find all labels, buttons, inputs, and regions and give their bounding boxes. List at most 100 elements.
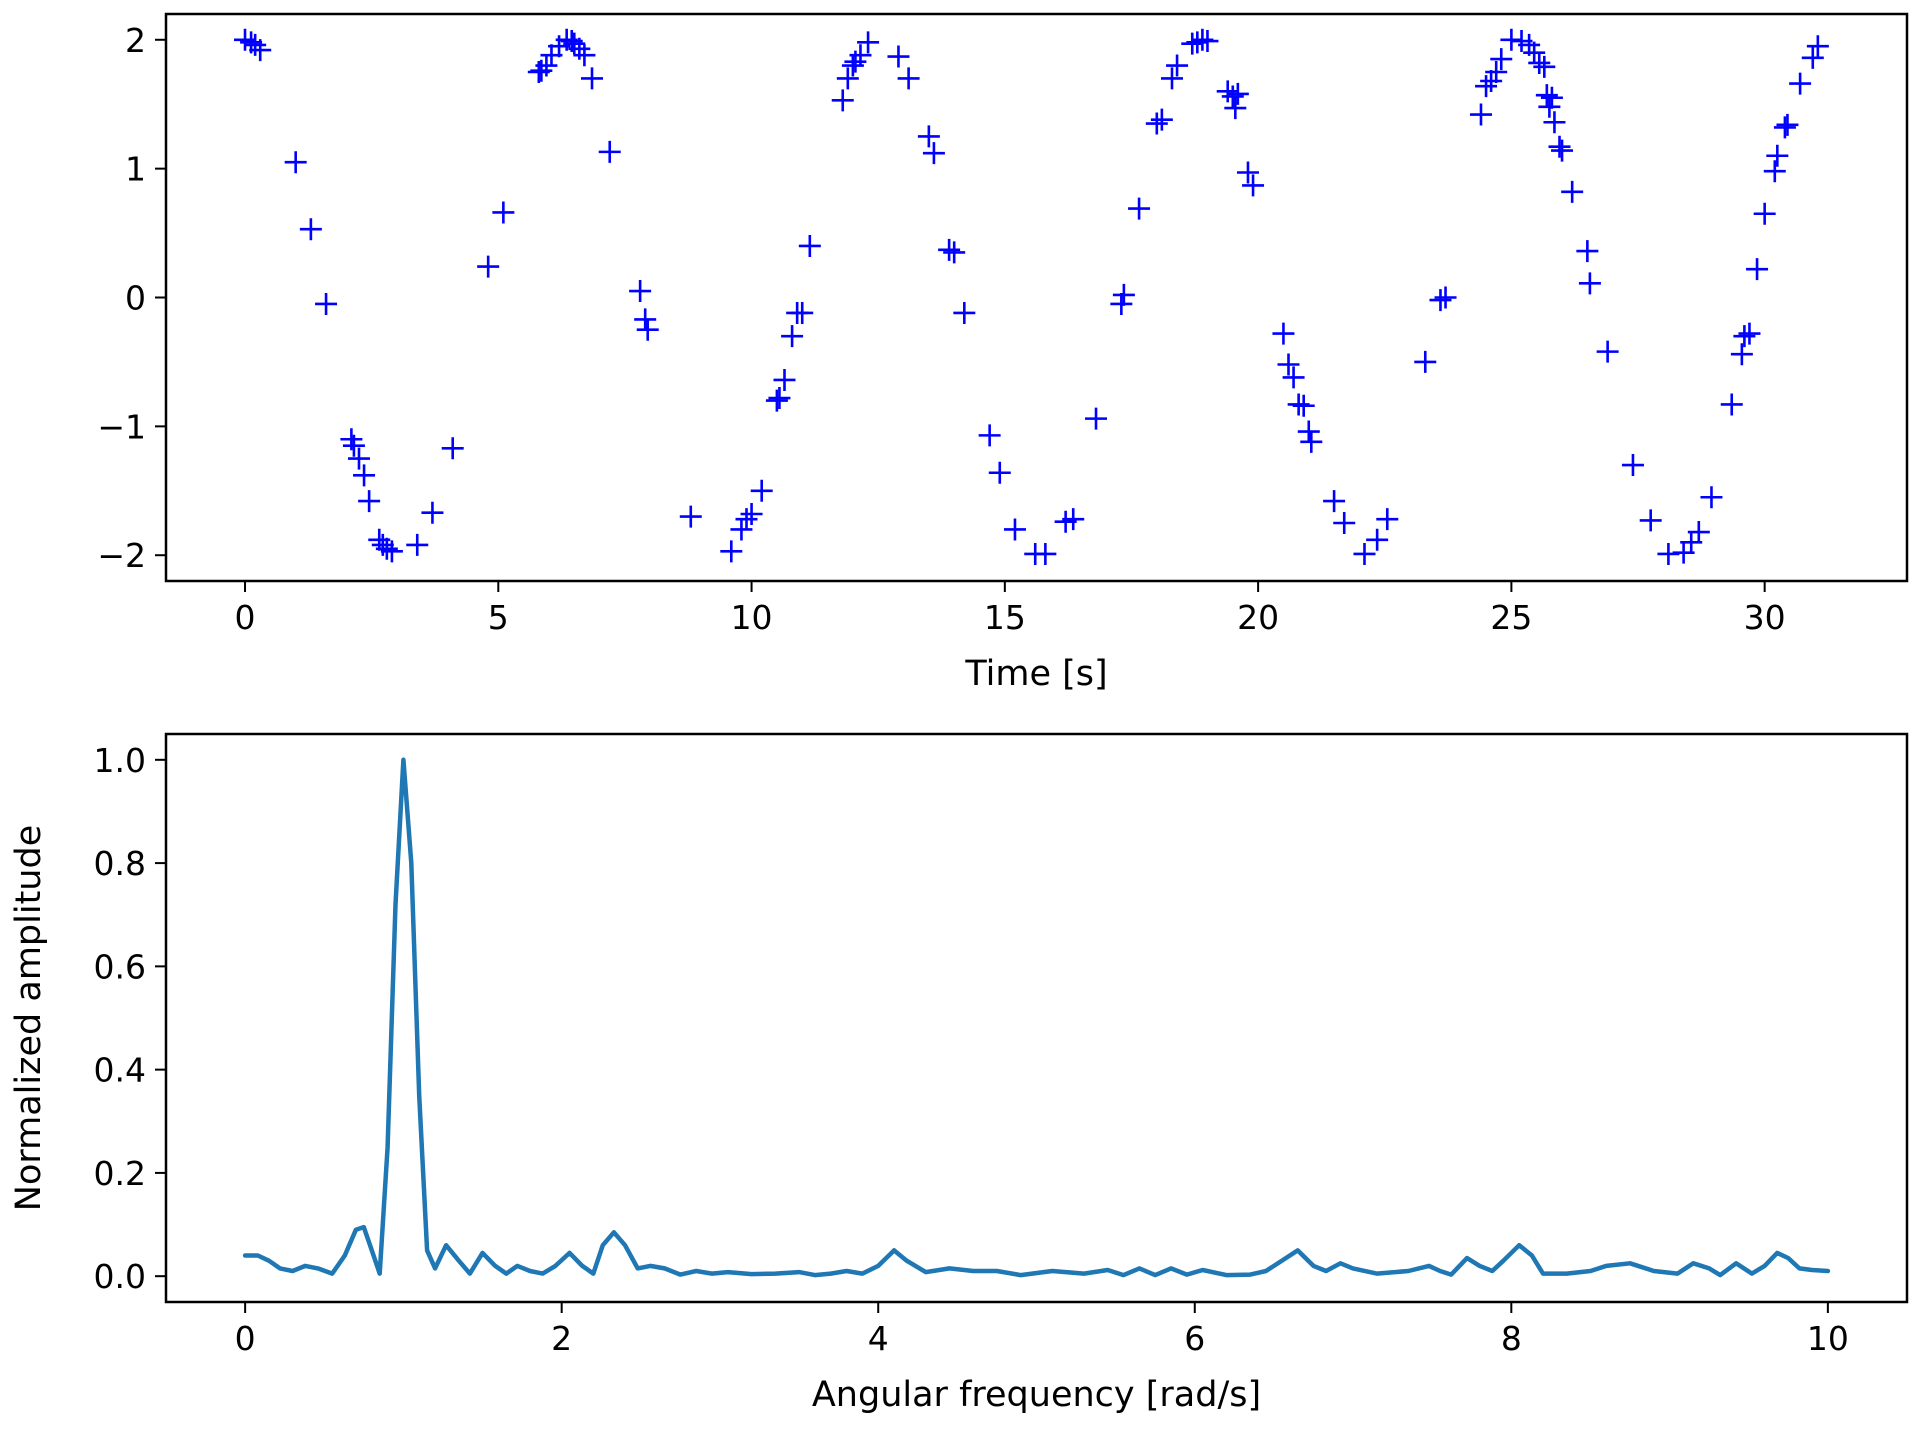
time-series-scatter-plot: 0 5 10 15 20 25 30 −2 −1 0 1 2 Time [s] (97, 12, 1909, 694)
x-tick-label: 10 (731, 598, 773, 637)
scatter-point (720, 540, 743, 563)
scatter-point (353, 464, 376, 487)
y-tick-label: 0.6 (94, 947, 146, 986)
scatter-point (1003, 518, 1026, 541)
scatter-point (1300, 430, 1323, 453)
x-axis-label: Angular frequency [rad/s] (812, 1375, 1261, 1415)
scatter-point (1196, 30, 1219, 53)
scatter-point (836, 67, 859, 90)
scatter-point (1720, 393, 1743, 416)
scatter-point (1533, 55, 1556, 78)
scatter-point (421, 501, 444, 524)
scatter-point (636, 318, 659, 341)
scatter-point (1323, 490, 1346, 513)
scatter-point (765, 389, 788, 412)
x-tick-label: 25 (1490, 598, 1532, 637)
scatter-point (1490, 48, 1513, 71)
y-tick-label: −1 (97, 407, 146, 446)
scatter-point (1224, 97, 1247, 120)
scatter-point (1538, 95, 1561, 118)
scatter-point (1746, 258, 1769, 281)
scatter-point (857, 31, 880, 54)
scatter-point (1062, 508, 1085, 531)
y-tick-label: 0.4 (94, 1051, 146, 1090)
scatter-point (750, 479, 773, 502)
scatter-point (1469, 103, 1492, 126)
scatter-point (1753, 202, 1776, 225)
scatter-point (1535, 84, 1558, 107)
scatter-point (953, 301, 976, 324)
scatter-point (530, 59, 553, 82)
scatter-point (1543, 111, 1566, 134)
scatter-point (1776, 113, 1799, 136)
scatter-point (1687, 521, 1710, 544)
scatter-point (1621, 454, 1644, 477)
x-tick-label: 0 (235, 598, 256, 637)
scatter-point (1548, 135, 1571, 158)
scatter-point (284, 151, 307, 174)
scatter-point (347, 447, 370, 470)
scatter-point (1639, 509, 1662, 532)
scatter-point (1226, 82, 1249, 105)
x-tick-label: 10 (1807, 1319, 1849, 1358)
y-axis-label: Normalized amplitude (9, 825, 49, 1211)
scatter-point (441, 437, 464, 460)
scatter-point (1112, 283, 1135, 306)
scatter-point (978, 424, 1001, 447)
scatter-point (1216, 80, 1239, 103)
scatter-point (1561, 180, 1584, 203)
scatter-point (1540, 86, 1563, 109)
scatter-point (1282, 366, 1305, 389)
spectrum-line (242, 757, 1831, 1278)
scatter-point (798, 234, 821, 257)
x-axis-label: Time [s] (964, 654, 1107, 694)
scatter-point (1145, 112, 1168, 135)
scatter-point (598, 140, 621, 163)
scatter-point (1085, 407, 1108, 430)
scatter-point (679, 505, 702, 528)
scatter-point (1150, 108, 1173, 131)
scatter-point (1738, 322, 1761, 345)
scatter-point (1578, 272, 1601, 295)
scatter-point (1242, 174, 1265, 197)
x-tick-label: 4 (868, 1319, 889, 1358)
y-tick-label: 2 (125, 21, 146, 60)
scatter-point (917, 125, 940, 148)
scatter-point (781, 325, 804, 348)
x-tick-label: 20 (1237, 598, 1279, 637)
scatter-point (887, 45, 910, 68)
y-tick-label: 0 (125, 279, 146, 318)
scatter-point (1523, 41, 1546, 64)
scatter-point (1297, 420, 1320, 443)
scatter-point (1161, 67, 1183, 90)
x-tick-label: 8 (1501, 1319, 1522, 1358)
y-tick-label: 0.2 (94, 1154, 146, 1193)
scatter-point (922, 142, 945, 165)
scatter-point (244, 33, 267, 56)
scatter-point (1166, 54, 1189, 77)
scatter-point (477, 255, 500, 278)
scatter-point (1551, 139, 1574, 162)
scatter-point (342, 434, 365, 457)
scatter-point (730, 518, 753, 541)
scatter-point (938, 238, 961, 261)
scatter-point (1766, 144, 1789, 167)
y-tick-label: 1 (125, 150, 146, 189)
scatter-point (1475, 75, 1498, 98)
scatter-point (988, 461, 1011, 484)
scatter-point (1034, 542, 1057, 565)
scatter-point (249, 39, 272, 62)
x-tick-label: 15 (984, 598, 1026, 637)
plot-area-frame (164, 732, 1909, 1304)
scatter-point (1700, 486, 1723, 509)
scatter-point (1366, 528, 1389, 551)
scatter-point (791, 301, 814, 324)
scatter-point (1806, 35, 1829, 58)
scatter-point (897, 67, 920, 90)
scatter-point (1272, 322, 1295, 345)
scatter-point (299, 218, 322, 241)
scatter-point (629, 280, 652, 303)
y-tick-label: 0.0 (94, 1257, 146, 1296)
scatter-point (1221, 85, 1244, 108)
